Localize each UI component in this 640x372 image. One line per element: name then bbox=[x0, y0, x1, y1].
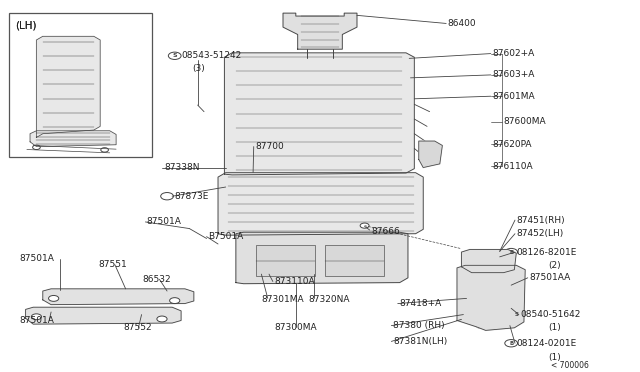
Text: 87320NA: 87320NA bbox=[308, 295, 350, 304]
Circle shape bbox=[507, 319, 516, 324]
Circle shape bbox=[161, 193, 173, 200]
Polygon shape bbox=[225, 53, 414, 175]
Text: B: B bbox=[509, 250, 513, 254]
Polygon shape bbox=[43, 289, 194, 305]
Circle shape bbox=[505, 248, 518, 256]
Text: 87381N(LH): 87381N(LH) bbox=[394, 337, 447, 346]
Text: B: B bbox=[509, 341, 513, 346]
Circle shape bbox=[476, 323, 485, 328]
Polygon shape bbox=[36, 36, 100, 137]
Circle shape bbox=[505, 340, 518, 347]
Text: (LH): (LH) bbox=[15, 20, 37, 30]
Text: 87551: 87551 bbox=[99, 260, 127, 269]
Polygon shape bbox=[30, 131, 116, 147]
Text: < 700006: < 700006 bbox=[550, 361, 589, 370]
Text: 08126-8201E: 08126-8201E bbox=[516, 248, 577, 257]
Text: (1): (1) bbox=[548, 353, 561, 362]
Circle shape bbox=[493, 321, 502, 327]
Text: 86400: 86400 bbox=[447, 19, 476, 28]
Text: 87501A: 87501A bbox=[147, 218, 182, 227]
Text: (LH): (LH) bbox=[15, 20, 37, 30]
Polygon shape bbox=[457, 265, 525, 330]
Text: 86532: 86532 bbox=[143, 275, 172, 284]
Polygon shape bbox=[461, 250, 516, 273]
Circle shape bbox=[49, 295, 59, 301]
Circle shape bbox=[489, 297, 498, 302]
Text: 87620PA: 87620PA bbox=[492, 140, 532, 148]
Text: 87300MA: 87300MA bbox=[274, 323, 317, 332]
Bar bbox=[9, 13, 152, 157]
Polygon shape bbox=[419, 141, 442, 167]
Text: 87700: 87700 bbox=[255, 142, 284, 151]
Text: 08543-51242: 08543-51242 bbox=[181, 51, 241, 60]
Text: S: S bbox=[515, 312, 518, 317]
Circle shape bbox=[168, 52, 181, 60]
Polygon shape bbox=[283, 13, 357, 49]
Text: (2): (2) bbox=[548, 261, 561, 270]
Text: 87338N: 87338N bbox=[164, 163, 200, 172]
Text: 87452(LH): 87452(LH) bbox=[516, 229, 563, 238]
Text: 87600MA: 87600MA bbox=[504, 118, 546, 126]
Text: 876110A: 876110A bbox=[492, 161, 532, 171]
Text: 87451(RH): 87451(RH) bbox=[516, 216, 565, 225]
Text: 87873E: 87873E bbox=[175, 192, 209, 201]
Circle shape bbox=[472, 285, 481, 290]
Circle shape bbox=[170, 298, 180, 304]
Text: 87552: 87552 bbox=[124, 323, 152, 332]
Text: (3): (3) bbox=[193, 64, 205, 73]
Polygon shape bbox=[26, 307, 181, 324]
Text: 87501AA: 87501AA bbox=[529, 273, 570, 282]
Circle shape bbox=[460, 267, 471, 274]
Text: 87601MA: 87601MA bbox=[492, 92, 534, 101]
Text: 08124-0201E: 08124-0201E bbox=[516, 340, 577, 349]
Circle shape bbox=[31, 314, 42, 320]
Polygon shape bbox=[236, 232, 408, 284]
Text: 87666: 87666 bbox=[371, 227, 400, 235]
Circle shape bbox=[510, 311, 523, 318]
Text: 08540-51642: 08540-51642 bbox=[521, 310, 581, 319]
Text: 87603+A: 87603+A bbox=[492, 70, 534, 79]
Polygon shape bbox=[218, 173, 423, 235]
Circle shape bbox=[360, 223, 369, 228]
Text: 87380 (RH): 87380 (RH) bbox=[394, 321, 445, 330]
Circle shape bbox=[506, 316, 517, 323]
Bar bbox=[256, 245, 315, 276]
Bar bbox=[325, 245, 384, 276]
Text: (1): (1) bbox=[548, 323, 561, 332]
Text: 87501A: 87501A bbox=[19, 254, 54, 263]
Circle shape bbox=[100, 148, 108, 152]
Text: 87418+A: 87418+A bbox=[399, 299, 442, 308]
Text: 873110A: 873110A bbox=[274, 277, 315, 286]
Text: 87602+A: 87602+A bbox=[492, 49, 534, 58]
Text: 87301MA: 87301MA bbox=[261, 295, 304, 304]
Text: B7501A: B7501A bbox=[209, 232, 244, 241]
Circle shape bbox=[33, 145, 40, 150]
Text: S: S bbox=[172, 53, 177, 58]
Circle shape bbox=[157, 316, 167, 322]
Text: 87501A: 87501A bbox=[19, 316, 54, 325]
